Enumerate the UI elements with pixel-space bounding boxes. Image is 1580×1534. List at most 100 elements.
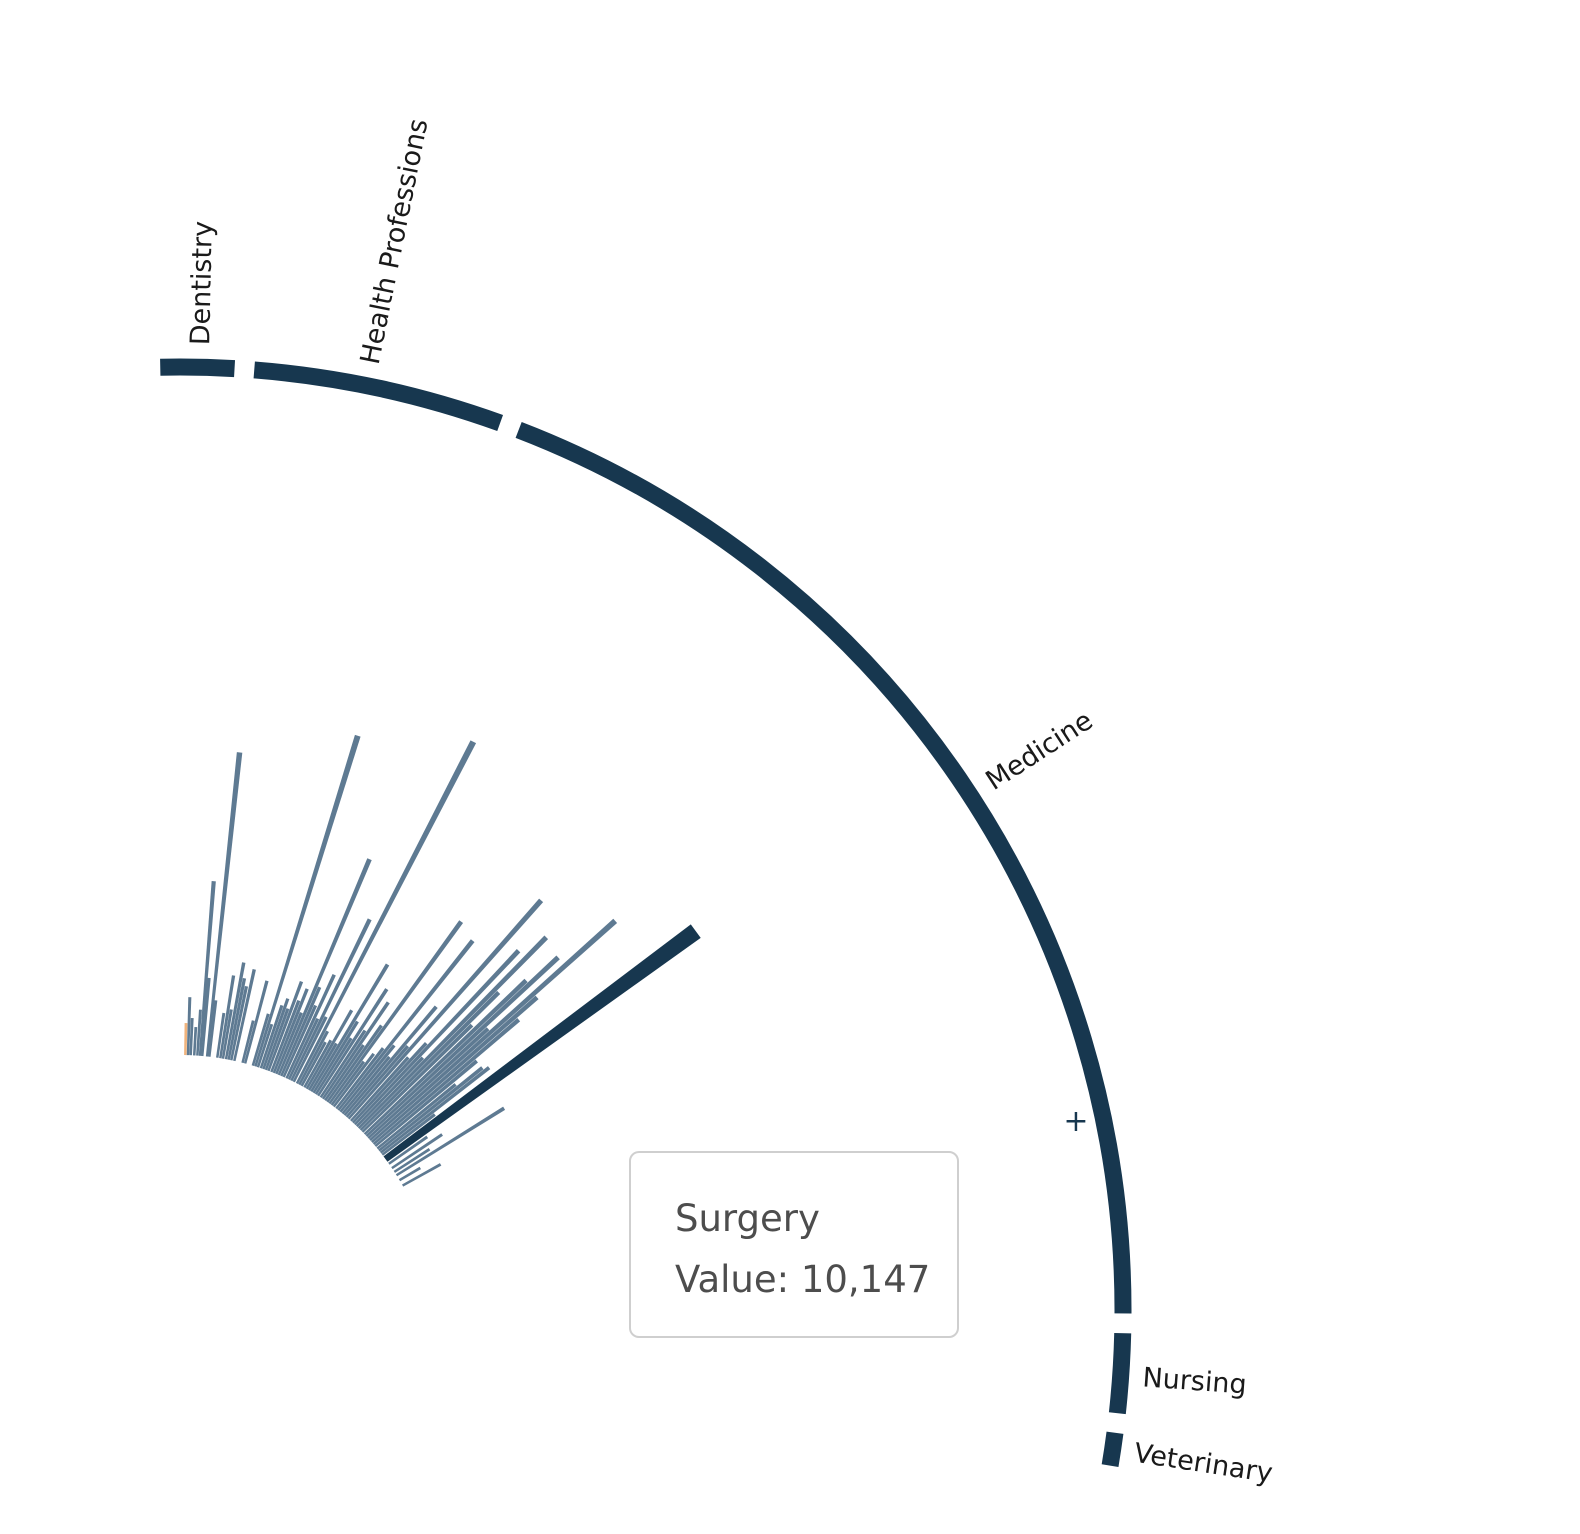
- bar[interactable]: [352, 1041, 428, 1124]
- bar[interactable]: [241, 1020, 255, 1064]
- bar[interactable]: [287, 1017, 320, 1080]
- bar[interactable]: [319, 1029, 367, 1099]
- bar[interactable]: [393, 1147, 431, 1173]
- bar[interactable]: [359, 990, 501, 1131]
- bar[interactable]: [198, 881, 216, 1056]
- bar[interactable]: [376, 1083, 457, 1150]
- category-label-veterinary: Veterinary: [1132, 1438, 1275, 1489]
- bar[interactable]: [243, 980, 269, 1064]
- bar[interactable]: [337, 939, 475, 1111]
- bar[interactable]: [256, 1023, 274, 1068]
- bar[interactable]: [326, 1024, 383, 1103]
- bar[interactable]: [192, 1027, 198, 1056]
- bar[interactable]: [330, 1060, 366, 1106]
- bar[interactable]: [343, 1005, 438, 1117]
- bar[interactable]: [254, 734, 361, 1067]
- bar[interactable]: [345, 1044, 410, 1118]
- bar[interactable]: [303, 1039, 333, 1089]
- category-arcs: [160, 358, 1132, 1468]
- bar[interactable]: [361, 1023, 474, 1133]
- bar[interactable]: [272, 988, 309, 1074]
- bar[interactable]: [341, 1055, 391, 1115]
- bar[interactable]: [369, 918, 618, 1141]
- bar[interactable]: [305, 1009, 354, 1090]
- bar[interactable]: [365, 955, 560, 1138]
- bar[interactable]: [328, 920, 464, 1105]
- bar[interactable]: [251, 1013, 270, 1066]
- bar[interactable]: [184, 1023, 188, 1056]
- category-arc-medicine[interactable]: [515, 421, 1132, 1314]
- bar[interactable]: [314, 1037, 353, 1095]
- bar[interactable]: [335, 1047, 385, 1110]
- category-arc-dentistry[interactable]: [160, 358, 236, 378]
- bar[interactable]: [350, 1056, 410, 1122]
- bar[interactable]: [381, 1113, 436, 1156]
- bar[interactable]: [285, 973, 336, 1079]
- bar[interactable]: [357, 935, 549, 1129]
- bar[interactable]: [189, 1017, 194, 1056]
- bar[interactable]: [200, 977, 211, 1057]
- bar[interactable]: [230, 985, 249, 1061]
- bar[interactable]: [321, 1001, 390, 1100]
- bar[interactable]: [401, 1163, 442, 1187]
- bar-highlighted[interactable]: [383, 924, 701, 1162]
- bar[interactable]: [332, 1052, 375, 1108]
- bars: [184, 734, 701, 1187]
- category-arc-health-professions[interactable]: [253, 361, 504, 431]
- bar[interactable]: [186, 997, 192, 1056]
- bar[interactable]: [227, 978, 247, 1060]
- bar[interactable]: [270, 999, 301, 1073]
- bar[interactable]: [317, 988, 389, 1097]
- bar[interactable]: [221, 1009, 233, 1059]
- bar[interactable]: [355, 1056, 425, 1128]
- bar[interactable]: [347, 898, 544, 1120]
- bar[interactable]: [277, 858, 372, 1076]
- bar[interactable]: [259, 1004, 284, 1069]
- tooltip: Surgery Value: 10,147: [629, 1151, 959, 1338]
- bar[interactable]: [367, 1027, 490, 1139]
- bar[interactable]: [275, 1012, 303, 1075]
- category-label-nursing: Nursing: [1142, 1362, 1248, 1400]
- bar[interactable]: [307, 1042, 338, 1091]
- bar[interactable]: [374, 1059, 478, 1148]
- bar[interactable]: [216, 1012, 226, 1058]
- bar[interactable]: [312, 1020, 359, 1094]
- bar[interactable]: [339, 1044, 396, 1113]
- bar[interactable]: [292, 1016, 328, 1083]
- bar[interactable]: [295, 740, 477, 1084]
- bar[interactable]: [208, 1000, 218, 1057]
- expand-icon[interactable]: +: [1063, 1104, 1088, 1139]
- bar[interactable]: [395, 1106, 506, 1177]
- tooltip-title: Surgery: [675, 1197, 820, 1240]
- bar[interactable]: [233, 969, 256, 1062]
- bar[interactable]: [280, 986, 322, 1077]
- bar[interactable]: [324, 1044, 365, 1102]
- bar[interactable]: [379, 1066, 491, 1154]
- bar[interactable]: [371, 995, 539, 1143]
- bar[interactable]: [310, 963, 390, 1093]
- category-label-health-professions: Health Professions: [355, 116, 435, 367]
- bar[interactable]: [388, 1135, 429, 1165]
- category-arc-nursing[interactable]: [1108, 1332, 1132, 1415]
- bar[interactable]: [264, 1008, 290, 1071]
- bar[interactable]: [353, 949, 521, 1126]
- bar[interactable]: [363, 978, 528, 1136]
- bar[interactable]: [219, 975, 236, 1059]
- bar[interactable]: [282, 1004, 318, 1078]
- bar[interactable]: [300, 1041, 327, 1087]
- category-label-dentistry: Dentistry: [185, 221, 219, 346]
- bar[interactable]: [391, 1133, 443, 1170]
- bar[interactable]: [298, 1030, 329, 1086]
- bar[interactable]: [372, 1018, 521, 1146]
- bar[interactable]: [196, 1009, 202, 1056]
- bar[interactable]: [262, 998, 290, 1070]
- bar[interactable]: [205, 752, 243, 1057]
- bar[interactable]: [224, 962, 246, 1060]
- bar[interactable]: [290, 918, 372, 1082]
- bar[interactable]: [378, 1066, 484, 1152]
- category-arc-veterinary[interactable]: [1101, 1431, 1124, 1468]
- tooltip-value: Value: 10,147: [675, 1258, 931, 1301]
- bar[interactable]: [267, 980, 304, 1072]
- bar[interactable]: [398, 1166, 421, 1182]
